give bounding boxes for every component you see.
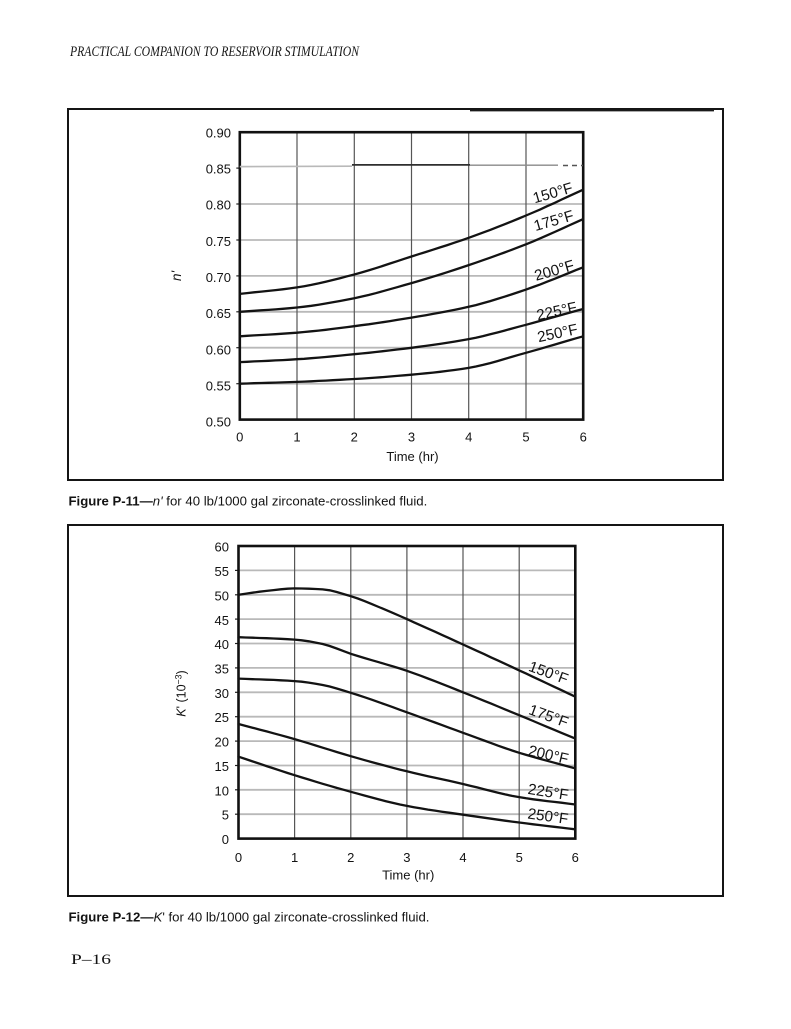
svg-text:15: 15 bbox=[215, 759, 229, 774]
svg-text:Figure P-12—K' for 40 lb/1000: Figure P-12—K' for 40 lb/1000 gal zircon… bbox=[69, 910, 430, 925]
svg-text:Time (hr): Time (hr) bbox=[386, 449, 438, 464]
svg-text:2: 2 bbox=[351, 429, 358, 444]
svg-text:0.65: 0.65 bbox=[206, 306, 231, 321]
svg-text:0.55: 0.55 bbox=[206, 379, 231, 394]
svg-text:4: 4 bbox=[459, 850, 466, 865]
svg-text:50: 50 bbox=[215, 588, 229, 603]
svg-text:0.50: 0.50 bbox=[206, 415, 231, 430]
svg-text:6: 6 bbox=[572, 850, 579, 865]
svg-text:n': n' bbox=[169, 271, 184, 282]
svg-text:PRACTICAL COMPANION TO RESERVO: PRACTICAL COMPANION TO RESERVOIR STIMULA… bbox=[69, 44, 360, 60]
svg-text:55: 55 bbox=[215, 564, 229, 579]
svg-text:0.70: 0.70 bbox=[206, 270, 231, 285]
svg-text:Figure P-11—n' for 40 lb/1000: Figure P-11—n' for 40 lb/1000 gal zircon… bbox=[69, 494, 428, 509]
svg-text:0.90: 0.90 bbox=[206, 125, 231, 140]
svg-text:30: 30 bbox=[215, 686, 229, 701]
svg-text:1: 1 bbox=[291, 850, 298, 865]
svg-text:60: 60 bbox=[215, 540, 229, 555]
svg-text:3: 3 bbox=[408, 429, 415, 444]
svg-text:5: 5 bbox=[522, 429, 529, 444]
svg-text:4: 4 bbox=[465, 429, 472, 444]
svg-text:0: 0 bbox=[236, 429, 243, 444]
svg-text:0.80: 0.80 bbox=[206, 198, 231, 213]
svg-text:45: 45 bbox=[215, 613, 229, 628]
svg-text:P–16: P–16 bbox=[71, 952, 112, 968]
svg-text:3: 3 bbox=[403, 850, 410, 865]
svg-text:5: 5 bbox=[222, 808, 229, 823]
svg-text:10: 10 bbox=[215, 783, 229, 798]
svg-text:Time (hr): Time (hr) bbox=[382, 868, 434, 883]
svg-text:20: 20 bbox=[215, 735, 229, 750]
svg-text:0: 0 bbox=[222, 832, 229, 847]
svg-text:1: 1 bbox=[293, 429, 300, 444]
svg-text:5: 5 bbox=[516, 850, 523, 865]
svg-text:35: 35 bbox=[215, 662, 229, 677]
svg-text:0.60: 0.60 bbox=[206, 342, 231, 357]
svg-text:25: 25 bbox=[215, 710, 229, 725]
svg-text:2: 2 bbox=[347, 850, 354, 865]
svg-text:0: 0 bbox=[235, 850, 242, 865]
svg-text:6: 6 bbox=[580, 429, 587, 444]
svg-text:40: 40 bbox=[215, 637, 229, 652]
svg-text:0.85: 0.85 bbox=[206, 162, 231, 177]
svg-text:0.75: 0.75 bbox=[206, 234, 231, 249]
